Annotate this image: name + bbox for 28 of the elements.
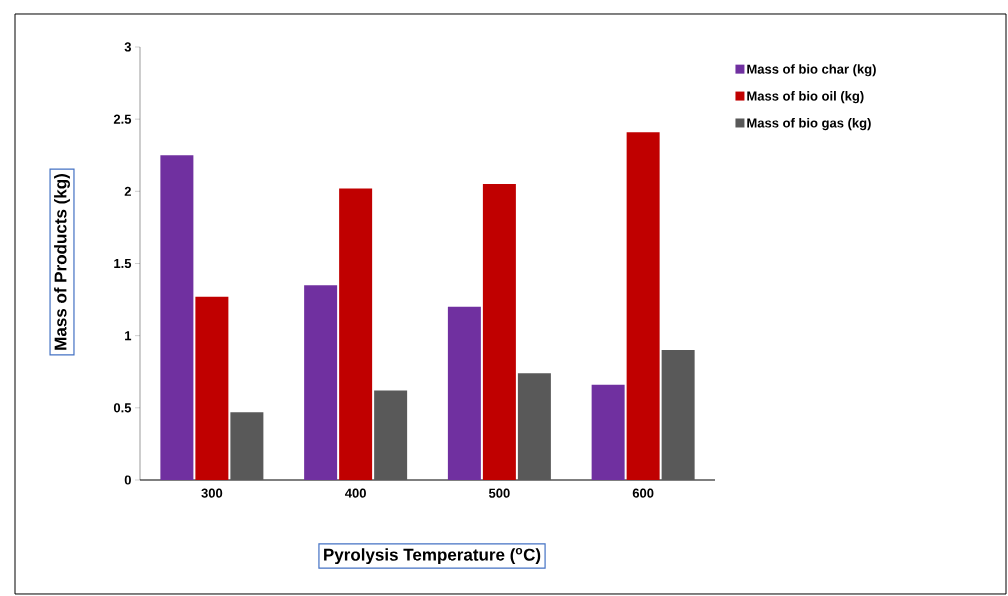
y-tick-label: 1.5 — [114, 258, 132, 269]
bar — [482, 184, 516, 480]
bar — [160, 155, 194, 480]
bar — [626, 132, 660, 480]
bar — [517, 373, 551, 480]
y-tick-label: 2.5 — [113, 114, 132, 124]
x-tick-label: 600 — [632, 488, 654, 498]
y-tick-label: 2 — [124, 186, 131, 196]
y-tick-label: 1 — [125, 331, 132, 341]
legend-label: Mass of bio gas (kg) — [747, 118, 871, 131]
y-tick-label: 0.5 — [113, 403, 132, 413]
bar — [195, 296, 229, 480]
bar — [339, 188, 373, 480]
y-tick-label: 3 — [124, 42, 132, 52]
bar — [661, 350, 695, 480]
legend-label: Mass of bio oil (kg) — [747, 91, 864, 104]
x-tick-label: 500 — [488, 488, 510, 498]
bar — [304, 285, 338, 480]
y-axis-title: Mass of Products (kg) — [54, 174, 70, 350]
x-tick-label: 400 — [344, 488, 366, 498]
y-tick-label: 0 — [124, 475, 131, 485]
bar — [447, 306, 481, 480]
legend-label: Mass of bio char (kg) — [747, 64, 876, 77]
x-tick-label: 300 — [201, 488, 223, 498]
bar — [230, 412, 264, 480]
bar — [591, 384, 625, 480]
x-axis-title: Pyrolysis Temperature ($^{o}$C) — [324, 547, 541, 565]
bar — [374, 390, 408, 480]
